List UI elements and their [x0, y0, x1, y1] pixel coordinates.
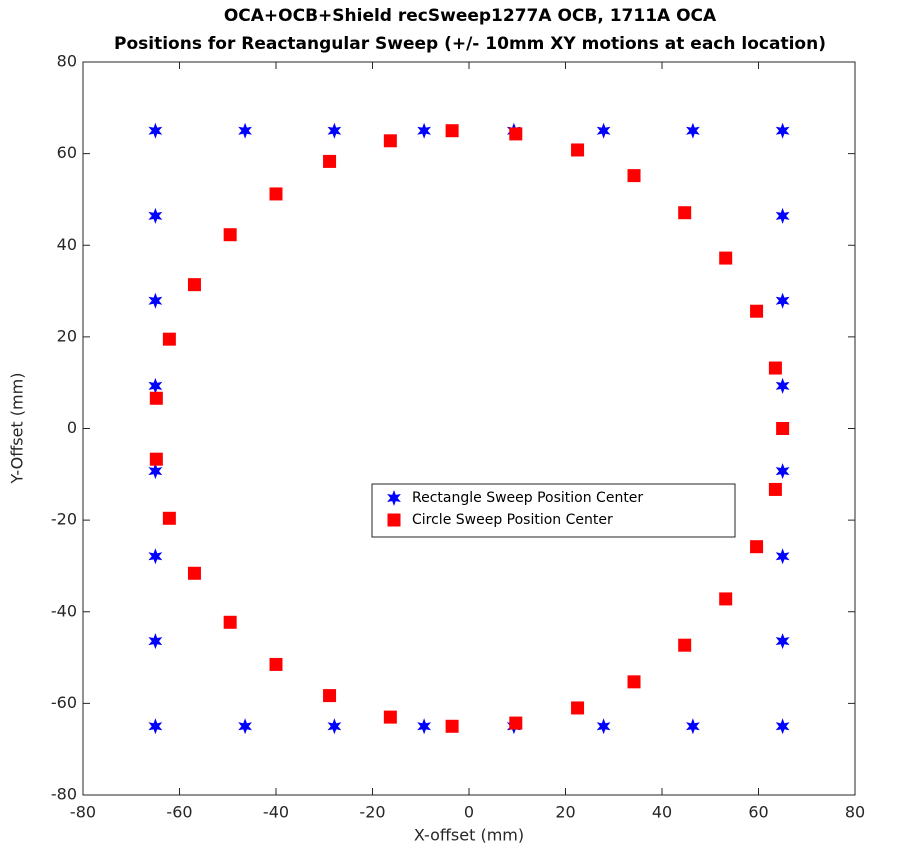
x-tick-label: 40 — [652, 803, 672, 822]
y-tick-label: 40 — [57, 235, 77, 254]
legend-marker — [387, 490, 401, 506]
star-marker — [148, 718, 163, 735]
square-marker — [768, 361, 782, 375]
y-tick-label: -40 — [51, 601, 77, 620]
y-tick-label: -80 — [51, 785, 77, 804]
star-marker — [327, 122, 342, 139]
square-marker — [269, 657, 283, 671]
square-marker — [445, 719, 459, 733]
square-marker — [269, 187, 283, 201]
legend-label: Circle Sweep Position Center — [412, 512, 613, 528]
star-marker — [596, 122, 611, 139]
square-marker — [750, 540, 764, 554]
square-marker — [223, 228, 237, 242]
y-tick-label: 0 — [67, 418, 77, 437]
star-marker — [686, 718, 700, 735]
star-marker — [775, 548, 790, 565]
square-marker — [627, 675, 641, 689]
x-tick-label: -20 — [359, 803, 385, 822]
star-marker — [775, 122, 790, 139]
x-tick-label: 20 — [555, 803, 575, 822]
x-tick-label: 60 — [748, 803, 768, 822]
star-marker — [148, 207, 163, 224]
square-marker — [571, 143, 585, 157]
legend-label: Rectangle Sweep Position Center — [412, 490, 643, 506]
chart-title: OCA+OCB+Shield recSweep1277A OCB, 1711A … — [224, 6, 717, 26]
star-marker — [596, 718, 611, 735]
legend-box — [371, 483, 736, 538]
square-marker — [162, 511, 176, 525]
star-marker — [417, 718, 432, 735]
square-marker — [445, 124, 459, 138]
star-marker — [775, 207, 790, 224]
square-marker — [149, 391, 163, 405]
y-tick-label: -20 — [51, 510, 77, 529]
x-tick-label: -40 — [263, 803, 289, 822]
legend-marker — [387, 513, 401, 527]
chart-subtitle: Positions for Reactangular Sweep (+/- 10… — [114, 34, 826, 54]
square-marker — [571, 701, 585, 715]
star-marker — [417, 122, 432, 139]
square-marker — [162, 332, 176, 346]
square-marker — [187, 566, 201, 580]
star-marker — [775, 718, 790, 735]
square-marker — [750, 304, 764, 318]
square-marker — [768, 482, 782, 496]
x-tick-label: -60 — [166, 803, 192, 822]
square-marker — [323, 689, 337, 703]
star-marker — [775, 633, 790, 650]
y-tick-label: 80 — [57, 52, 77, 71]
star-marker — [775, 377, 790, 394]
star-marker — [238, 718, 252, 735]
star-marker — [686, 122, 700, 139]
x-axis-label: X-offset (mm) — [414, 826, 524, 845]
square-marker — [509, 127, 523, 141]
x-tick-label: 0 — [464, 803, 474, 822]
square-marker — [678, 206, 692, 220]
star-marker — [775, 463, 790, 480]
x-tick-label: 80 — [845, 803, 865, 822]
square-marker — [187, 278, 201, 292]
square-marker — [719, 592, 733, 606]
star-marker — [148, 292, 163, 309]
y-tick-label: 20 — [57, 326, 77, 345]
star-marker — [148, 463, 163, 480]
star-marker — [327, 718, 342, 735]
square-marker — [678, 638, 692, 652]
y-tick-label: -60 — [51, 693, 77, 712]
square-marker — [719, 251, 733, 265]
star-marker — [148, 633, 163, 650]
star-marker — [775, 292, 790, 309]
star-marker — [238, 122, 252, 139]
star-marker — [148, 548, 163, 565]
x-tick-label: -80 — [70, 803, 96, 822]
plot-frame — [82, 61, 856, 796]
y-tick-label: 60 — [57, 143, 77, 162]
star-marker — [148, 377, 163, 394]
square-marker — [149, 452, 163, 466]
square-marker — [323, 154, 337, 168]
square-marker — [509, 716, 523, 730]
y-axis-label: Y-Offset (mm) — [8, 373, 27, 485]
square-marker — [223, 615, 237, 629]
square-marker — [383, 710, 397, 724]
square-marker — [383, 134, 397, 148]
square-marker — [776, 422, 790, 435]
square-marker — [627, 169, 641, 183]
star-marker — [148, 122, 163, 139]
